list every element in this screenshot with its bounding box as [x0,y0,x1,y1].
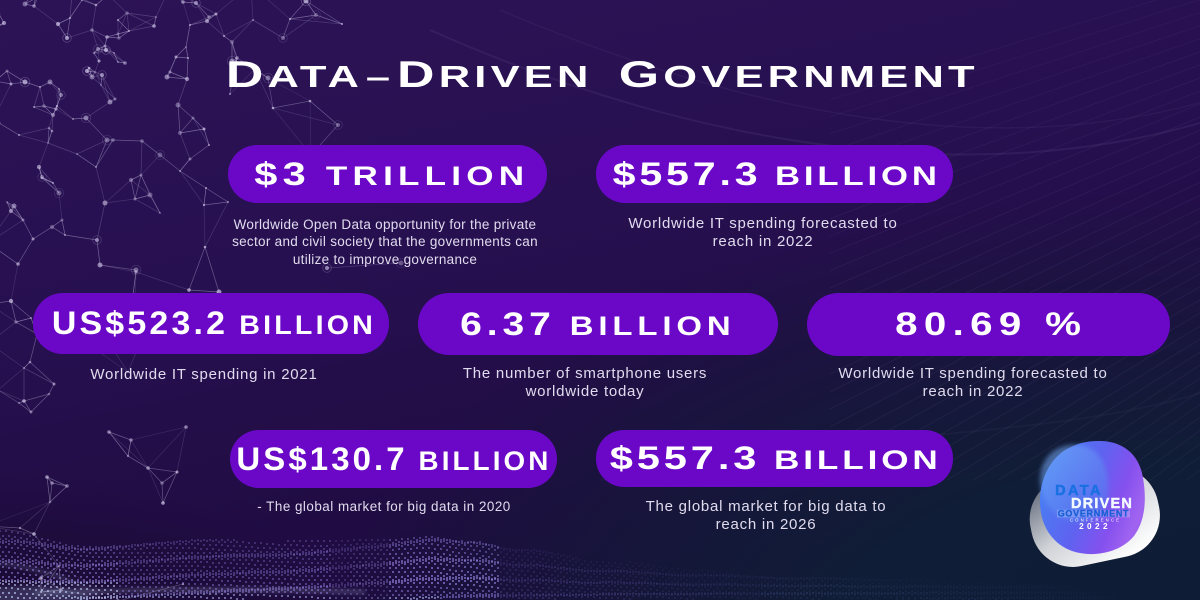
svg-text:2022: 2022 [1079,522,1111,531]
svg-text:CONFERENCE: CONFERENCE [1070,518,1121,523]
svg-text:DRIVEN: DRIVEN [1071,496,1133,512]
svg-text:GOVERNMENT: GOVERNMENT [1058,508,1130,518]
svg-text:DATA: DATA [1055,483,1103,499]
